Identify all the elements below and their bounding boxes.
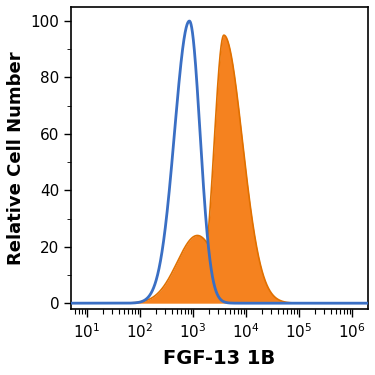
X-axis label: FGF-13 1B: FGF-13 1B — [164, 349, 276, 368]
Y-axis label: Relative Cell Number: Relative Cell Number — [7, 51, 25, 265]
